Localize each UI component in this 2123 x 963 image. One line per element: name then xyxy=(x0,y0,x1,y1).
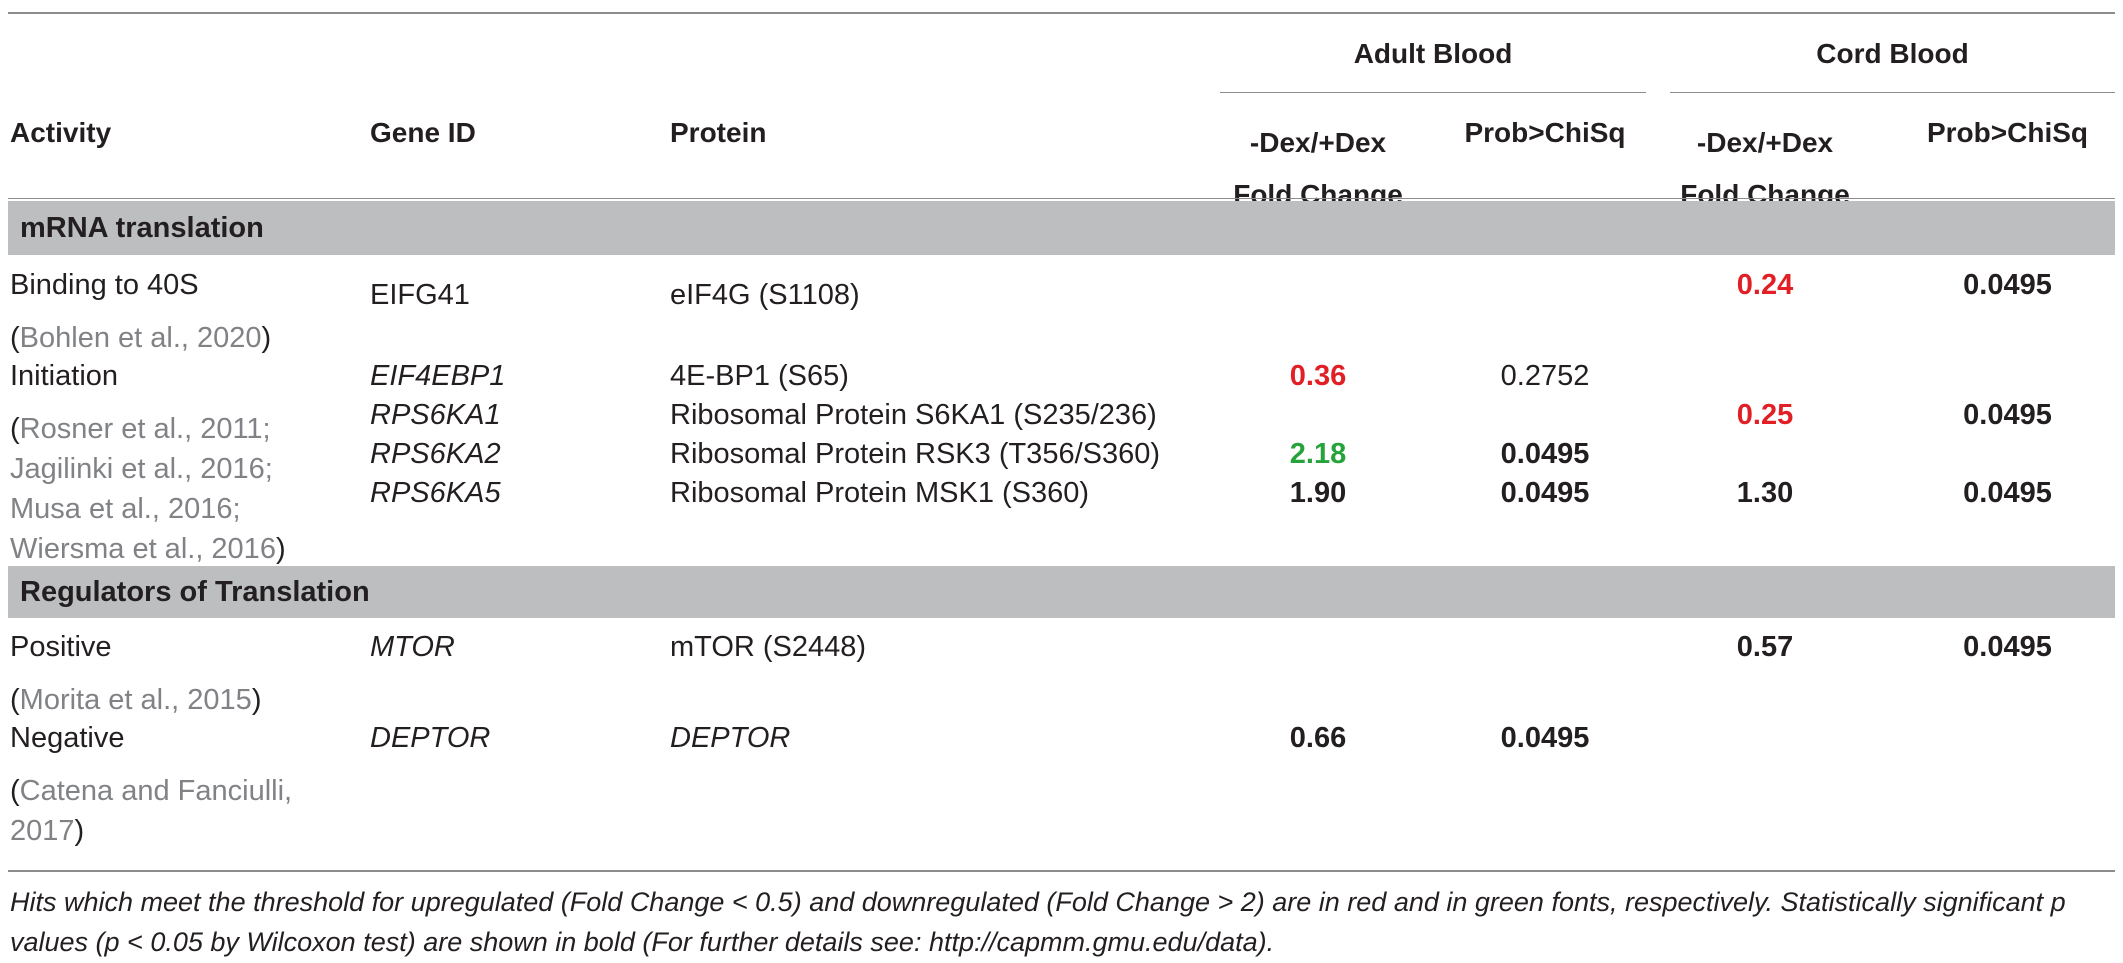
adult-fc-line1: -Dex/+Dex xyxy=(1249,127,1387,158)
protein-cell: eIF4G (S1108) xyxy=(670,279,860,311)
header-rule xyxy=(8,198,2115,199)
gene-id-cell: RPS6KA2 xyxy=(370,438,501,470)
cord-fold-change-value: 0.24 xyxy=(1736,269,1794,301)
protein-cell: mTOR (S2448) xyxy=(670,631,867,663)
adult-blood-underline xyxy=(1220,92,1646,93)
adult-prob-value: 0.0495 xyxy=(1500,438,1590,470)
cord-fold-change-value: 0.57 xyxy=(1736,631,1794,663)
gene-id-cell: MTOR xyxy=(370,631,455,663)
cord-fc-line1: -Dex/+Dex xyxy=(1696,127,1834,158)
activity-label: Initiation xyxy=(10,360,119,392)
adult-fold-change-value: 0.66 xyxy=(1289,722,1347,754)
activity-reference: (Rosner et al., 2011; Jagilinki et al., … xyxy=(10,413,286,565)
adult-fold-change-value: 2.18 xyxy=(1289,438,1347,470)
gene-id-header: Gene ID xyxy=(370,117,476,148)
gene-id-cell: EIF4EBP1 xyxy=(370,360,506,392)
activity-header: Activity xyxy=(10,117,112,148)
section-band-regulators: Regulators of Translation xyxy=(8,566,2115,618)
activity-label: Positive xyxy=(10,631,112,663)
activity-label: Binding to 40S xyxy=(10,269,199,301)
cord-blood-header: Cord Blood xyxy=(1816,38,1969,69)
protein-cell: Ribosomal Protein MSK1 (S360) xyxy=(670,477,1090,509)
adult-prob-value: 0.2752 xyxy=(1500,360,1590,392)
gene-id-cell: RPS6KA1 xyxy=(370,399,501,431)
adult-prob-value: 0.0495 xyxy=(1500,722,1590,754)
activity-reference: (Catena and Fanciulli, 2017) xyxy=(10,775,293,847)
protein-cell: Ribosomal Protein RSK3 (T356/S360) xyxy=(670,438,1161,470)
adult-fold-change-value: 0.36 xyxy=(1289,360,1347,392)
cord-blood-underline xyxy=(1670,92,2115,93)
protein-cell: DEPTOR xyxy=(670,722,791,754)
adult-fold-change-value: 1.90 xyxy=(1289,477,1347,509)
cord-prob-header: Prob>ChiSq xyxy=(1926,117,2088,148)
table-footnote: Hits which meet the threshold for upregu… xyxy=(10,887,2066,957)
activity-reference: (Morita et al., 2015) xyxy=(10,684,262,716)
protein-header: Protein xyxy=(670,117,767,148)
cord-prob-value: 0.0495 xyxy=(1963,399,2052,431)
cord-fold-change-value: 0.25 xyxy=(1736,399,1794,431)
bottom-rule xyxy=(8,870,2115,872)
protein-cell: 4E-BP1 (S65) xyxy=(670,360,849,392)
adult-blood-header: Adult Blood xyxy=(1353,38,1513,69)
adult-prob-value: 0.0495 xyxy=(1500,477,1590,509)
section-title: mRNA translation xyxy=(20,212,264,244)
adult-fold-change-header: -Dex/+Dex Fold Change xyxy=(1210,117,1426,221)
activity-label: Negative xyxy=(10,722,125,754)
top-rule xyxy=(8,12,2115,14)
adult-prob-header: Prob>ChiSq xyxy=(1464,117,1626,148)
cord-fold-change-value: 1.30 xyxy=(1736,477,1794,509)
section-band-mrna-translation: mRNA translation xyxy=(8,201,2115,255)
protein-cell: Ribosomal Protein S6KA1 (S235/236) xyxy=(670,399,1157,431)
gene-id-cell: RPS6KA5 xyxy=(370,477,501,509)
activity-reference: (Bohlen et al., 2020) xyxy=(10,322,272,354)
cord-prob-value: 0.0495 xyxy=(1963,631,2052,663)
section-title: Regulators of Translation xyxy=(20,576,370,608)
cord-prob-value: 0.0495 xyxy=(1963,477,2052,509)
cord-prob-value: 0.0495 xyxy=(1963,269,2052,301)
gene-id-cell: EIFG41 xyxy=(370,279,470,311)
gene-id-cell: DEPTOR xyxy=(370,722,491,754)
